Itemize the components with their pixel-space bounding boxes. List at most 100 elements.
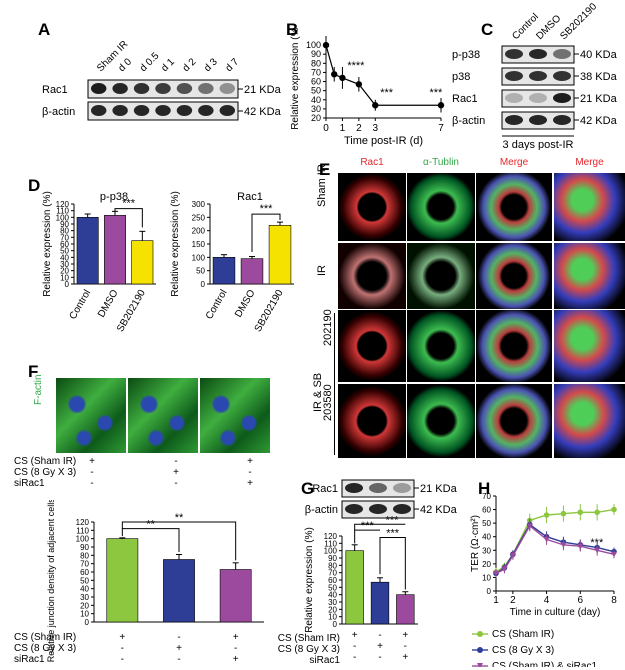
if-image-1-1	[407, 243, 475, 309]
panel-label-c: C	[481, 20, 494, 39]
y-tick-label-0: 0	[85, 618, 90, 627]
legend-label-2: CS (Sham IR) & siRac1	[492, 661, 597, 667]
size-label-0: 40 KDa	[580, 49, 618, 61]
column-header-1: α-Tublin	[423, 157, 459, 168]
y-tick-label-11: 110	[76, 526, 89, 535]
data-point-0	[322, 41, 330, 49]
band-0-0	[345, 483, 363, 493]
row-label-0: Rac1	[312, 483, 338, 495]
y-tick-label-0: 0	[487, 587, 492, 596]
sign-0-2: +	[247, 456, 253, 467]
y-tick-label-9: 90	[60, 220, 69, 229]
bar-2	[219, 569, 252, 623]
data-point-0-8	[611, 506, 617, 513]
sig-label-2: ***	[386, 514, 400, 526]
band-0-2	[553, 49, 571, 59]
x-tick-label-2: 4	[544, 595, 550, 606]
y-axis-label: Relative expression (%)	[290, 28, 301, 130]
bar-1	[370, 581, 390, 625]
sig-label: ***	[590, 537, 604, 549]
condition-label-2: siRac1	[309, 655, 340, 666]
y-tick-label-6: 60	[328, 576, 337, 585]
bar-0	[345, 550, 364, 625]
sign-1-0: -	[121, 643, 124, 654]
data-point-0-4	[543, 512, 550, 518]
sign-1-1: +	[173, 467, 179, 478]
sig-bracket-0	[121, 528, 180, 552]
y-tick-label-4: 40	[60, 253, 69, 262]
sig-bracket-0	[379, 536, 406, 590]
row-label-2: Rac1	[452, 93, 478, 105]
panel-h-chart: 0 10 20 30 40 50 60 70 1 2 4 6 8 Time in culture (day…	[470, 492, 617, 667]
band-3-2	[553, 115, 571, 125]
band-rac1-5	[198, 83, 214, 94]
row-label-rac1: Rac1	[42, 84, 68, 96]
sign-2-1: -	[174, 478, 177, 489]
y-tick-label-2: 40	[311, 95, 321, 105]
band-rac1-4	[176, 83, 193, 94]
band-3-1	[529, 115, 547, 125]
data-point-1	[331, 71, 338, 78]
sig-label-1: ***	[361, 520, 375, 532]
if-image-2-0	[338, 310, 406, 382]
data-point-5	[437, 102, 445, 109]
panel-label-e: E	[319, 160, 331, 179]
sig-label-1: **	[175, 512, 184, 524]
band-1-1	[369, 504, 387, 514]
if-image-2-2	[476, 310, 552, 382]
condition-label-2: siRac1	[14, 654, 45, 665]
band-1-2	[553, 71, 571, 81]
data-point-2	[339, 74, 346, 82]
bar-0	[76, 217, 99, 285]
y-tick-label-0: 0	[333, 620, 338, 629]
bar-2	[396, 594, 415, 625]
size-label-0: 21 KDa	[420, 483, 458, 495]
y-axis-label: Relative expression (%)	[170, 191, 181, 297]
sig-label: ***	[260, 203, 274, 215]
x-tick-label-3: 6	[578, 595, 584, 606]
sign-2-0: -	[353, 652, 356, 663]
y-tick-label-5: 70	[311, 67, 321, 77]
panel-d-chart-rac1: Rac1 0 50 100 150 200 250 300 Relative expressio…	[170, 191, 294, 334]
y-tick-label-1: 10	[80, 610, 89, 619]
sig-label-1: ***	[380, 87, 394, 99]
y-tick-label-1: 10	[60, 273, 69, 282]
legend-marker-2	[477, 663, 483, 667]
y-tick-label-3: 150	[192, 240, 206, 249]
lane-label-4: d 2	[181, 56, 199, 74]
size-label-actin: 42 KDa	[244, 106, 282, 118]
y-tick-label-9: 90	[328, 554, 337, 563]
y-tick-label-5: 50	[80, 576, 89, 585]
data-point-2-6	[577, 543, 584, 550]
row-label-0: Sham IR	[316, 164, 328, 207]
if-image-2-3	[554, 310, 625, 382]
lane-label-5: d 3	[202, 56, 220, 74]
legend-label-0: CS (Sham IR)	[492, 629, 554, 640]
x-tick-label-1: DMSO	[96, 288, 121, 320]
size-label-1: 38 KDa	[580, 71, 618, 83]
y-tick-label-11: 110	[324, 539, 337, 548]
band-0-0	[505, 49, 523, 59]
band-rac1-2	[133, 83, 150, 94]
band-0-1	[369, 483, 387, 493]
legend-marker-0	[477, 631, 483, 637]
y-tick-label-1: 30	[311, 104, 321, 114]
data-point-2-5	[560, 542, 567, 548]
bar-0	[212, 257, 236, 285]
if-image-1-3	[554, 243, 625, 309]
y-tick-label-8: 80	[328, 561, 337, 570]
sign-0-0: +	[119, 632, 125, 643]
if-image-1-0	[338, 243, 406, 309]
f-actin-image-0	[56, 378, 126, 453]
if-image-1-2	[476, 243, 552, 309]
data-point-3	[355, 81, 363, 88]
if-image-0-0	[338, 173, 406, 241]
band-actin-6	[219, 105, 236, 116]
y-axis-label: Relative junction density of adjacent ce…	[46, 500, 56, 662]
y-tick-label-1: 50	[196, 267, 205, 276]
bar-0	[106, 538, 139, 623]
bar-1	[104, 215, 126, 285]
if-image-3-3	[554, 384, 625, 458]
sig-bracket-2	[354, 523, 406, 531]
x-tick-label-4: 7	[438, 123, 444, 134]
